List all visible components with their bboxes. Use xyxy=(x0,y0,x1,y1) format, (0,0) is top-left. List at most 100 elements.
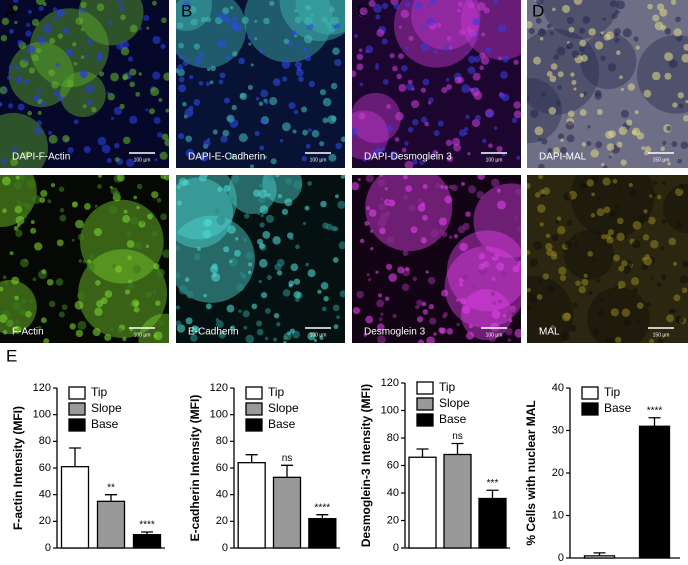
cell xyxy=(421,301,427,307)
legend-label: Slope xyxy=(91,401,122,415)
cell xyxy=(541,138,548,145)
cell xyxy=(376,323,385,332)
cell xyxy=(133,195,138,200)
cell xyxy=(549,75,557,83)
cell xyxy=(404,141,409,146)
cell xyxy=(55,278,64,286)
cell xyxy=(153,117,161,124)
cell xyxy=(537,28,546,37)
cell xyxy=(517,260,521,267)
cell xyxy=(647,3,653,10)
cell xyxy=(469,87,474,93)
cell xyxy=(135,91,141,97)
cell xyxy=(292,129,297,134)
cell xyxy=(232,51,238,57)
cell xyxy=(668,237,677,246)
cell xyxy=(93,228,103,237)
cell xyxy=(408,35,414,41)
cell xyxy=(602,17,606,21)
error-bar xyxy=(105,494,117,502)
cell xyxy=(394,137,400,142)
cell xyxy=(303,34,313,44)
cell xyxy=(339,290,345,298)
cell xyxy=(302,46,308,52)
tissue-blob xyxy=(262,175,303,204)
cell xyxy=(358,112,366,120)
cell xyxy=(193,253,201,261)
cell xyxy=(80,1,87,9)
bar xyxy=(132,534,162,549)
cell xyxy=(106,157,112,163)
y-axis-label: Desmoglein-3 Intensity (MFI) xyxy=(359,384,373,547)
cell xyxy=(599,298,604,303)
cell xyxy=(601,163,605,167)
cell xyxy=(304,54,312,62)
cell xyxy=(151,0,157,6)
cell xyxy=(16,199,21,204)
cell xyxy=(354,33,358,38)
cell xyxy=(404,1,411,8)
cell xyxy=(28,67,36,74)
cell xyxy=(298,76,304,83)
cell xyxy=(97,175,103,178)
cell xyxy=(527,287,531,293)
cell xyxy=(596,109,603,115)
cell xyxy=(398,25,402,29)
cell xyxy=(40,100,46,107)
cell xyxy=(667,162,671,166)
cell xyxy=(217,39,227,48)
cell xyxy=(611,12,618,19)
cell xyxy=(481,32,486,37)
cell xyxy=(87,259,92,264)
y-tick-label: 0 xyxy=(222,542,228,554)
cell xyxy=(110,116,115,120)
cell xyxy=(253,189,261,197)
cell xyxy=(281,208,289,215)
cell xyxy=(14,205,23,214)
cell xyxy=(446,84,452,90)
cell xyxy=(407,79,413,85)
cell xyxy=(462,222,470,231)
cell xyxy=(243,237,248,242)
cell xyxy=(662,140,667,146)
micrograph xyxy=(527,0,688,168)
cell xyxy=(637,214,646,223)
cell xyxy=(50,183,56,188)
bar xyxy=(638,425,671,559)
cell xyxy=(507,338,512,342)
tissue-blob xyxy=(176,177,234,249)
cell xyxy=(86,38,93,45)
cell xyxy=(634,110,639,115)
cell xyxy=(500,71,508,79)
cell xyxy=(245,251,254,260)
cell xyxy=(406,83,415,91)
cell xyxy=(203,293,208,298)
cell xyxy=(258,101,264,106)
cell xyxy=(586,141,592,147)
cell xyxy=(366,273,370,277)
legend-label: Tip xyxy=(91,385,108,399)
cell xyxy=(588,290,593,296)
cell xyxy=(34,127,42,135)
cell xyxy=(546,285,555,294)
cell xyxy=(119,6,125,12)
cell xyxy=(552,7,556,12)
cell xyxy=(322,97,332,107)
cell xyxy=(670,0,677,5)
cell xyxy=(129,115,138,124)
y-tick-label: 0 xyxy=(558,552,564,564)
cell xyxy=(258,279,262,284)
cell xyxy=(629,189,638,197)
cell xyxy=(235,237,239,241)
cell xyxy=(656,194,662,200)
cell xyxy=(616,50,621,55)
cell xyxy=(468,185,476,194)
cell xyxy=(97,184,102,189)
cell xyxy=(363,333,367,337)
cell xyxy=(427,276,436,285)
cell xyxy=(12,0,19,3)
cell xyxy=(25,79,30,84)
cell xyxy=(537,204,546,213)
cell xyxy=(651,71,661,81)
cell xyxy=(12,146,18,152)
